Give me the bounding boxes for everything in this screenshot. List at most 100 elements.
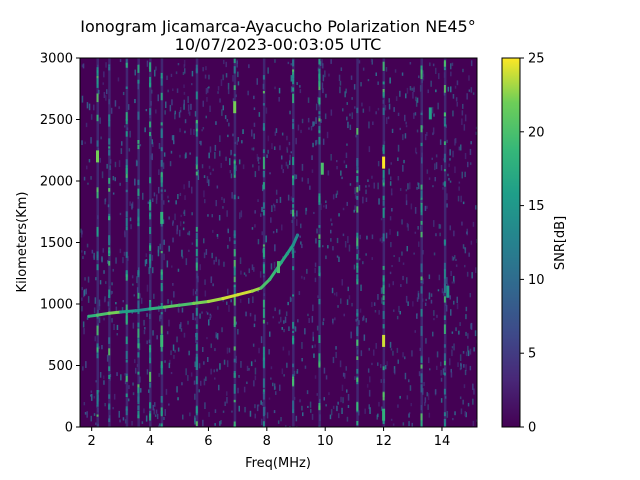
- interference-segment: [108, 66, 111, 71]
- interference-segment: [443, 283, 446, 293]
- noise-speckle: [459, 396, 462, 400]
- noise-speckle: [290, 63, 292, 66]
- noise-speckle: [212, 168, 214, 172]
- noise-speckle: [274, 146, 276, 150]
- noise-speckle: [336, 166, 338, 170]
- y-tick-label: 2000: [40, 175, 73, 190]
- noise-speckle: [336, 160, 338, 163]
- colorbar-tick-label: 0: [528, 421, 536, 436]
- noise-speckle: [402, 352, 404, 358]
- noise-speckle: [377, 81, 379, 85]
- noise-speckle: [207, 214, 209, 217]
- noise-speckle: [261, 418, 263, 426]
- noise-speckle: [153, 192, 156, 197]
- interference-segment: [233, 266, 236, 276]
- noise-speckle: [242, 164, 245, 170]
- interference-segment: [233, 316, 236, 326]
- noise-speckle: [380, 218, 383, 221]
- interference-segment: [262, 103, 265, 106]
- noise-speckle: [258, 161, 260, 164]
- noise-speckle: [364, 408, 366, 414]
- noise-speckle: [290, 298, 292, 302]
- interference-segment: [137, 188, 140, 196]
- noise-speckle: [222, 206, 224, 209]
- noise-speckle: [193, 380, 196, 385]
- noise-speckle: [225, 156, 227, 161]
- noise-speckle: [359, 234, 361, 240]
- noise-speckle: [293, 396, 296, 400]
- interference-segment: [125, 304, 128, 314]
- noise-speckle: [289, 154, 291, 161]
- noise-speckle: [298, 291, 301, 295]
- noise-speckle: [287, 194, 290, 201]
- noise-speckle: [159, 315, 161, 322]
- interference-segment: [382, 208, 385, 218]
- noise-speckle: [418, 182, 420, 190]
- noise-speckle: [156, 194, 158, 200]
- noise-speckle: [177, 194, 179, 200]
- noise-speckle: [367, 368, 370, 373]
- noise-speckle: [101, 345, 103, 350]
- noise-speckle: [355, 319, 357, 322]
- interference-segment: [137, 292, 140, 299]
- noise-speckle: [432, 127, 435, 134]
- noise-speckle: [285, 161, 288, 167]
- noise-speckle: [202, 100, 204, 107]
- noise-speckle: [426, 169, 429, 174]
- noise-speckle: [203, 378, 206, 386]
- noise-speckle: [257, 404, 260, 407]
- noise-speckle: [85, 122, 88, 128]
- noise-speckle: [218, 259, 220, 266]
- noise-speckle: [216, 234, 219, 237]
- noise-speckle: [358, 60, 361, 64]
- noise-speckle: [330, 229, 332, 234]
- interference-segment: [262, 264, 265, 274]
- noise-speckle: [204, 279, 206, 285]
- noise-speckle: [105, 62, 107, 68]
- trace-point: [250, 289, 254, 293]
- noise-speckle: [446, 411, 449, 418]
- noise-speckle: [181, 255, 184, 259]
- interference-segment: [137, 328, 140, 338]
- noise-speckle: [105, 281, 107, 284]
- noise-speckle: [111, 282, 113, 286]
- interference-segment: [318, 225, 321, 228]
- noise-speckle: [326, 131, 329, 139]
- noise-speckle: [176, 88, 179, 93]
- noise-speckle: [324, 70, 326, 78]
- noise-speckle: [416, 97, 419, 103]
- trace-segment: [259, 277, 272, 290]
- noise-speckle: [397, 176, 400, 181]
- noise-speckle: [436, 365, 438, 370]
- interference-segment: [262, 91, 265, 94]
- interference-segment: [108, 394, 111, 399]
- noise-speckle: [155, 409, 158, 414]
- noise-speckle: [203, 238, 205, 244]
- noise-speckle: [473, 388, 475, 395]
- noise-speckle: [87, 182, 89, 185]
- noise-speckle: [432, 185, 434, 188]
- noise-speckle: [293, 212, 296, 219]
- trace-segment: [119, 309, 137, 314]
- interference-segment: [149, 227, 152, 234]
- noise-speckle: [121, 307, 124, 312]
- noise-speckle: [315, 140, 317, 146]
- noise-speckle: [440, 398, 443, 403]
- interference-segment: [160, 269, 163, 275]
- noise-speckle: [99, 372, 102, 378]
- interference-segment: [420, 231, 423, 238]
- noise-speckle: [124, 373, 126, 376]
- noise-speckle: [148, 389, 150, 393]
- noise-speckle: [391, 265, 393, 268]
- noise-speckle: [166, 331, 169, 335]
- interference-segment: [356, 245, 359, 250]
- noise-speckle: [104, 199, 106, 205]
- noise-speckle: [465, 314, 467, 320]
- noise-speckle: [204, 290, 207, 297]
- noise-speckle: [156, 413, 159, 420]
- noise-speckle: [270, 366, 273, 370]
- noise-speckle: [341, 384, 344, 391]
- noise-speckle: [399, 395, 401, 399]
- interference-segment: [108, 188, 111, 192]
- noise-speckle: [391, 208, 393, 212]
